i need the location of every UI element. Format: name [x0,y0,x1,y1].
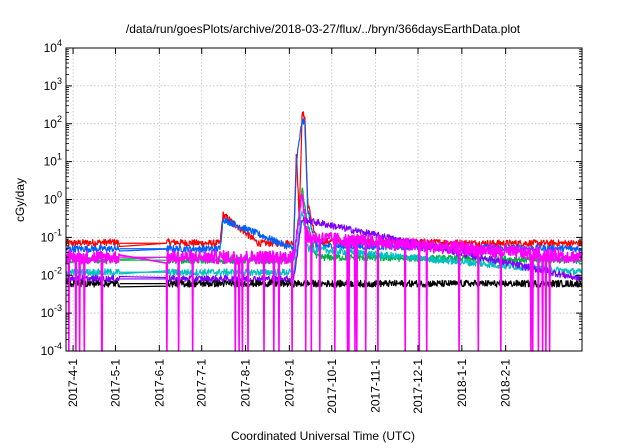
y-axis-title: cGy/day [13,178,27,222]
y-tick-label: 103 [44,76,62,93]
x-tick-label: 2017-5-1 [108,359,122,407]
grid [66,48,582,351]
y-tick-label: 100 [44,190,62,207]
y-tick-label: 10-3 [41,303,62,320]
series-6 [65,193,583,352]
x-tick-label: 2017-6-1 [152,359,166,407]
x-tick-label: 2017-4-1 [66,359,80,407]
x-tick-label: 2018-1-1 [455,359,469,407]
plot-data [65,111,583,352]
x-tick-label: 2017-12-1 [411,359,425,414]
y-tick-label: 10-2 [41,265,62,282]
y-tick-label: 101 [44,152,62,169]
x-tick-label: 2017-11-1 [369,359,383,413]
x-tick-label: 2018-2-1 [499,359,513,407]
x-tick-label: 2017-7-1 [195,359,209,407]
x-tick-label: 2017-8-1 [239,359,253,407]
y-axis: 10-4 10-3 10-2 10-1 100 101 102 103 104 [41,38,582,358]
x-axis: 2017-4-1 2017-5-1 2017-6-1 2017-7-1 2017-8-1… [66,48,513,414]
y-tick-label: 104 [44,38,62,55]
series-4-line [65,216,583,283]
y-tick-label: 10-1 [41,227,62,244]
x-axis-title: Coordinated Universal Time (UTC) [231,429,415,443]
y-tick-label: 102 [44,114,62,131]
series-4 [65,216,583,283]
y-tick-label: 10-4 [41,341,62,358]
x-tick-label: 2017-9-1 [282,359,296,407]
chart-title: /data/run/goesPlots/archive/2018-03-27/f… [126,22,521,36]
series-6-line [65,193,583,352]
x-tick-label: 2017-10-1 [325,359,339,414]
